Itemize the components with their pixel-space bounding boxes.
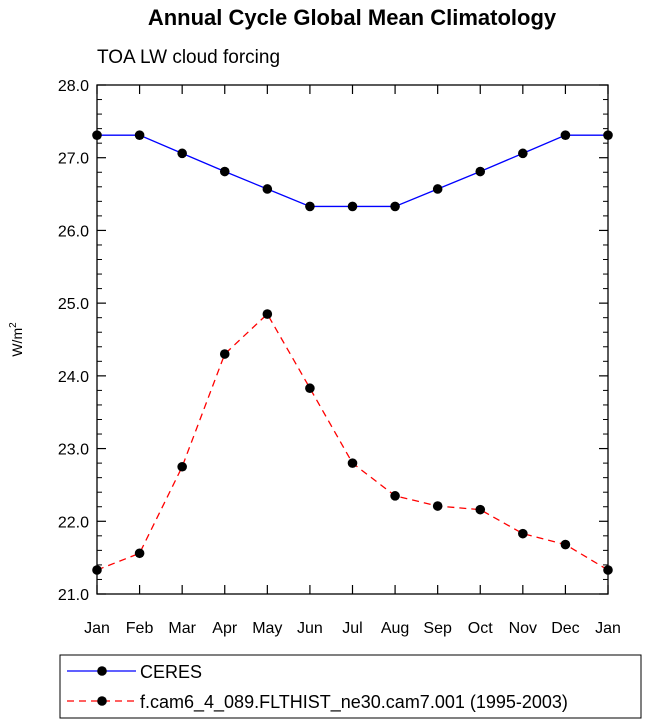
y-tick-label: 27.0 — [58, 151, 89, 168]
x-tick-label: Jan — [84, 620, 110, 637]
x-tick-label: Mar — [168, 620, 196, 637]
x-tick-label: Jan — [595, 620, 621, 637]
series-0-point — [134, 130, 145, 140]
y-tick-label: 21.0 — [58, 587, 89, 604]
y-axis-label: W/m2 — [8, 322, 25, 357]
y-tick-label: 24.0 — [58, 369, 89, 386]
legend-marker-1 — [97, 696, 107, 706]
series-0-point — [177, 148, 187, 159]
series-line-0 — [97, 134, 608, 208]
chart-subtitle: TOA LW cloud forcing — [97, 47, 280, 68]
plot-frame — [96, 84, 609, 595]
series-1-point — [262, 309, 273, 319]
series-1-point — [305, 383, 315, 394]
series-0-point — [219, 166, 230, 177]
y-axis-label-superscript: 2 — [8, 322, 19, 328]
series-1-point — [92, 565, 102, 575]
x-tick-label: Apr — [212, 620, 238, 637]
y-tick-label: 28.0 — [58, 78, 89, 95]
series-0-point — [305, 201, 315, 212]
series-0-point — [603, 130, 613, 140]
series-1-point — [390, 491, 400, 501]
series-1-point — [560, 539, 571, 550]
legend-label-1: f.cam6_4_089.FLTHIST_ne30.cam7.001 (1995… — [140, 692, 568, 713]
y-tick-label: 22.0 — [58, 514, 89, 531]
series-0-point — [262, 184, 273, 194]
series-0-point — [560, 130, 571, 140]
x-tick-label: May — [252, 620, 282, 637]
series-0-point — [347, 201, 358, 212]
series-1-point — [475, 504, 486, 515]
legend-label-0: CERES — [140, 662, 202, 682]
series-0-point — [518, 148, 528, 159]
series-1-point — [518, 528, 528, 539]
x-tick-label: Feb — [126, 620, 154, 637]
x-tick-label: Aug — [381, 620, 409, 637]
chart-title: Annual Cycle Global Mean Climatology — [148, 5, 557, 30]
series-line-1 — [96, 313, 609, 571]
y-axis-label-text: W/m — [9, 328, 25, 357]
x-tick-label: Jun — [297, 620, 323, 637]
y-tick-label: 25.0 — [58, 296, 89, 313]
series-0-point — [390, 201, 400, 212]
plot-series — [92, 130, 613, 575]
series-1-point — [219, 349, 230, 359]
x-tick-label: Oct — [468, 620, 493, 637]
series-1-point — [347, 458, 358, 468]
series-0-point — [92, 130, 102, 140]
x-tick-label: Dec — [551, 620, 579, 637]
series-1-point — [134, 548, 145, 559]
legend-marker-0 — [97, 666, 107, 676]
y-tick-label: 23.0 — [58, 442, 89, 459]
legend-box — [59, 654, 642, 719]
x-tick-label: Sep — [423, 620, 452, 637]
legend: CERES f.cam6_4_089.FLTHIST_ne30.cam7.001 … — [59, 654, 642, 719]
series-0-point — [432, 184, 443, 194]
plot-axes: 21.0 22.0 23.0 24.0 25.0 26.0 27.0 28.0 Jan Feb Ma… — [8, 78, 621, 637]
x-tick-label: Jul — [342, 620, 362, 637]
series-1-point — [603, 565, 613, 575]
x-tick-label: Nov — [509, 620, 537, 637]
series-0-point — [475, 166, 486, 177]
series-1-point — [177, 461, 187, 472]
series-1-point — [432, 501, 443, 511]
y-tick-label: 26.0 — [58, 223, 89, 240]
